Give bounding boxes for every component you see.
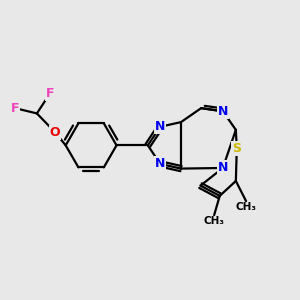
Text: N: N — [218, 161, 228, 175]
Text: N: N — [155, 120, 165, 133]
Text: S: S — [232, 142, 241, 155]
Text: CH₃: CH₃ — [236, 202, 256, 212]
Text: N: N — [155, 158, 165, 170]
Text: N: N — [218, 105, 228, 118]
Text: CH₃: CH₃ — [204, 216, 225, 226]
Text: F: F — [46, 87, 54, 100]
Text: O: O — [50, 125, 60, 139]
Text: F: F — [11, 102, 20, 115]
